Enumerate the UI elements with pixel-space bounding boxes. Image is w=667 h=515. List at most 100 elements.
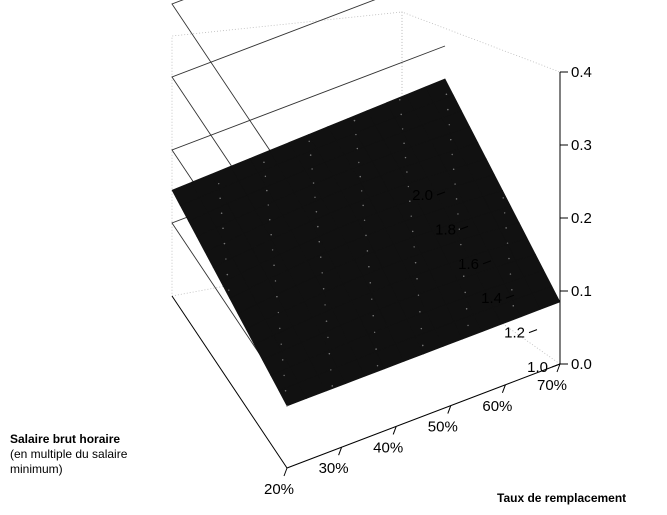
surface-speckle — [270, 233, 272, 236]
surface-speckle — [269, 219, 271, 221]
surface-speckle — [404, 156, 407, 159]
surface-speckle — [327, 336, 329, 339]
surface-speckle — [356, 147, 359, 150]
surface-mesh — [171, 78, 561, 407]
surface-speckle — [465, 308, 468, 310]
surface-speckle — [274, 280, 277, 282]
surface-speckle — [452, 168, 455, 170]
surface-speckle — [467, 324, 469, 327]
surface-speckle — [369, 282, 372, 284]
surface-speckle — [271, 249, 274, 251]
surface-speckle — [218, 182, 220, 185]
surface-speckle — [414, 262, 417, 264]
x-tick-mark — [447, 405, 452, 414]
surface-speckle — [455, 198, 458, 200]
x-tick-label: 30% — [319, 460, 349, 477]
surface-speckle — [372, 315, 374, 317]
y-tick-label: 1.4 — [481, 290, 502, 307]
surface-speckle — [399, 99, 401, 101]
surface-speckle — [226, 273, 229, 276]
x-tick-mark — [556, 363, 561, 373]
y-tick-mark — [551, 363, 561, 368]
surface-speckle — [359, 175, 361, 178]
surface-speckle — [264, 175, 267, 178]
surface-speckle — [225, 258, 227, 260]
y-tick-mark — [482, 260, 492, 265]
surface-speckle — [371, 298, 373, 300]
surface-speckle — [403, 142, 405, 144]
surface-speckle — [509, 273, 512, 275]
surface-cell — [425, 78, 454, 103]
x-tick-label: 50% — [428, 419, 458, 436]
surface-speckle — [458, 228, 461, 230]
surface-speckle — [503, 212, 506, 214]
surface-speckle — [375, 348, 377, 350]
surface-speckle — [312, 182, 315, 184]
surface-speckle — [363, 219, 366, 222]
x-tick-label: 20% — [264, 481, 294, 498]
y-tick-label: 1.0 — [527, 359, 548, 376]
surface-speckle — [422, 344, 424, 347]
y-tick-labels: 1.01.2 1.41.6 1.82.0 — [412, 187, 561, 376]
surface-speckle — [283, 374, 285, 377]
y-axis-line — [171, 295, 288, 469]
surface-speckle — [464, 291, 466, 294]
surface-speckle — [309, 154, 312, 156]
z-gridline — [171, 0, 288, 177]
surface-speckle — [461, 259, 463, 262]
z-tick-label: 0.1 — [571, 283, 592, 300]
x-tick-label: 60% — [482, 398, 512, 415]
x-tick-labels: 20% 30% 40% 50% 60% 70% — [264, 363, 567, 498]
surface-speckle — [447, 108, 449, 111]
surface-speckle — [358, 161, 360, 164]
surface-speckle — [286, 405, 288, 407]
surface-speckle — [328, 353, 331, 355]
surface-speckle — [355, 133, 357, 136]
surface-speckle — [365, 234, 367, 237]
surface-speckle — [417, 294, 420, 296]
surface-speckle — [353, 119, 356, 122]
surface-speckle — [366, 250, 369, 252]
surface-speckle — [420, 327, 423, 330]
surface-speckle — [308, 140, 310, 143]
surface-speckle — [324, 304, 326, 306]
surface-speckle — [445, 93, 448, 96]
y-axis-title-sub: (en multiple du salaire minimum) — [10, 447, 128, 476]
surface-speckle — [450, 138, 452, 141]
surface-speckle — [223, 242, 226, 245]
surface-speckle — [281, 359, 284, 361]
x-tick-mark — [501, 384, 506, 393]
surface-speckle — [276, 296, 278, 298]
surface-speckle — [416, 278, 418, 280]
surface-speckle — [317, 225, 319, 228]
surface-speckle — [277, 311, 280, 314]
surface-speckle — [508, 257, 510, 260]
y-tick-mark — [505, 294, 515, 299]
x-tick-mark — [392, 426, 397, 435]
surface-speckle — [506, 242, 509, 244]
surface-speckle — [376, 365, 379, 367]
surface-speckle — [409, 200, 411, 202]
x-tick-mark — [283, 467, 288, 477]
x-axis-title: Taux de remplacement — [497, 491, 627, 505]
surface-speckle — [273, 264, 275, 267]
x-axis-line — [286, 363, 561, 469]
surface-speckle — [220, 212, 223, 214]
surface-speckle — [401, 128, 404, 130]
surface-speckle — [318, 241, 320, 243]
surface-speckle — [279, 327, 281, 330]
surface-speckle — [368, 266, 370, 268]
z-tick-label: 0.3 — [571, 137, 592, 154]
surface-speckle — [373, 331, 376, 334]
surface-speckle — [311, 168, 313, 170]
x-tick-label: 40% — [373, 439, 403, 456]
surface-speckle — [228, 289, 230, 291]
surface-speckle — [454, 183, 456, 185]
x-tick-label: 70% — [537, 377, 567, 394]
surface-speckle — [419, 311, 421, 313]
z-tick-labels: 0.0 0.1 0.2 0.3 0.4 — [560, 64, 592, 373]
y-axis-title: Salaire brut horaire (en multiple du sal… — [10, 432, 180, 477]
surface-speckle — [267, 204, 269, 206]
y-tick-label: 1.6 — [458, 256, 479, 273]
surface-speckle — [314, 196, 316, 198]
